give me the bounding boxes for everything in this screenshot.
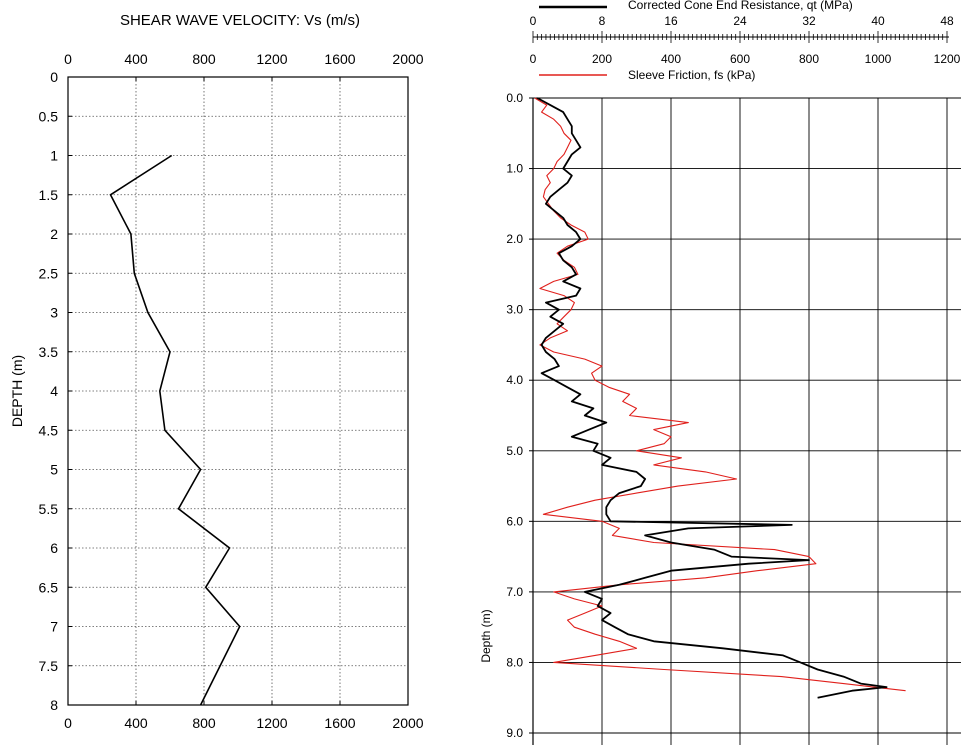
left-y-tick-label: 3.5 — [39, 344, 59, 360]
fs-axis-tick-label: 400 — [661, 52, 681, 66]
qt-axis-tick-label: 24 — [733, 14, 747, 28]
fs-profile-line — [534, 97, 906, 692]
right-y-tick-label: 6.0 — [506, 514, 523, 528]
left-series — [109, 154, 241, 706]
fs-axis-tick-label: 600 — [730, 52, 750, 66]
qt-axis-tick-label: 40 — [871, 14, 885, 28]
right-y-tick-label: 9.0 — [506, 726, 523, 740]
left-y-tick-label: 8 — [50, 697, 58, 713]
cpt-log-chart: Corrected Cone End Resistance, qt (MPa) … — [479, 0, 961, 745]
right-y-tick-label: 2.0 — [506, 232, 523, 246]
right-y-ticks: 0.0 1.0 2.0 3.0 4.0 5.0 6.0 7.0 8.0 9.0 — [506, 91, 533, 740]
qt-profile-line — [536, 97, 888, 699]
left-x-tick-label-top: 0 — [64, 51, 72, 67]
left-y-tick-label: 3 — [50, 305, 58, 321]
vs-profile-line — [109, 154, 241, 706]
fs-axis-tick-label: 1000 — [865, 52, 892, 66]
left-y-tick-label: 6 — [50, 540, 58, 556]
fs-axis-tick-label: 800 — [799, 52, 819, 66]
left-y-tick-label: 4 — [50, 383, 58, 399]
left-y-tick-label: 1.5 — [39, 187, 59, 203]
legend-label-qt: Corrected Cone End Resistance, qt (MPa) — [628, 0, 853, 12]
dual-axis-minor-ticks — [532, 31, 948, 43]
left-y-tick-label: 2.5 — [39, 265, 59, 281]
left-plot-frame — [67, 76, 409, 706]
left-grid — [68, 77, 408, 705]
left-y-tick-label: 0 — [50, 69, 58, 85]
left-y-ticks: 0 0.5 1 1.5 2 2.5 3 3.5 4 4.5 5 5.5 6 6.5 7 7.5 8 — [39, 69, 72, 713]
right-y-tick-label: 8.0 — [506, 655, 523, 669]
left-y-tick-label: 6.5 — [39, 579, 59, 595]
left-x-ticks-top: 0 400 800 1200 1600 2000 — [64, 51, 424, 81]
right-y-axis-label: Depth (m) — [479, 609, 493, 662]
left-x-tick-label-top: 1600 — [324, 51, 355, 67]
right-series — [534, 97, 906, 699]
left-y-tick-label: 5.5 — [39, 501, 59, 517]
right-y-tick-label: 5.0 — [506, 444, 523, 458]
left-x-tick-label-bottom: 1200 — [256, 715, 287, 731]
qt-axis-tick-label: 32 — [802, 14, 816, 28]
left-x-tick-label-bottom: 400 — [124, 715, 148, 731]
fs-axis-tick-labels: 0 200 400 600 800 1000 1200 — [530, 52, 961, 66]
legend-label-fs: Sleeve Friction, fs (kPa) — [628, 68, 755, 82]
left-y-axis-label: DEPTH (m) — [9, 355, 25, 427]
left-y-tick-label: 2 — [50, 226, 58, 242]
qt-axis-tick-label: 48 — [940, 14, 954, 28]
left-x-tick-label-top: 800 — [192, 51, 216, 67]
fs-axis-tick-label: 200 — [592, 52, 612, 66]
qt-axis-tick-label: 16 — [664, 14, 678, 28]
left-x-tick-label-bottom: 1600 — [324, 715, 355, 731]
qt-axis-tick-label: 0 — [530, 14, 537, 28]
fs-axis-tick-label: 0 — [530, 52, 537, 66]
right-y-tick-label: 4.0 — [506, 373, 523, 387]
left-y-tick-label: 5 — [50, 462, 58, 478]
left-x-tick-label-top: 2000 — [392, 51, 423, 67]
left-y-tick-label: 0.5 — [39, 108, 59, 124]
right-y-tick-label: 3.0 — [506, 303, 523, 317]
left-y-tick-label: 7.5 — [39, 658, 59, 674]
left-y-tick-label: 1 — [50, 148, 58, 164]
left-y-tick-label: 4.5 — [39, 422, 59, 438]
right-grid — [533, 97, 961, 745]
left-x-tick-label-top: 400 — [124, 51, 148, 67]
qt-axis-tick-labels: 0 8 16 24 32 40 48 — [530, 14, 954, 28]
right-y-tick-label: 7.0 — [506, 585, 523, 599]
right-y-tick-label: 1.0 — [506, 162, 523, 176]
left-x-tick-label-top: 1200 — [256, 51, 287, 67]
left-x-ticks-bottom: 0 400 800 1200 1600 2000 — [64, 701, 424, 731]
fs-axis-tick-label: 1200 — [934, 52, 961, 66]
shear-wave-velocity-chart: SHEAR WAVE VELOCITY: Vs (m/s) 0 400 800 120… — [9, 12, 424, 731]
left-x-tick-label-bottom: 2000 — [392, 715, 423, 731]
qt-axis-tick-label: 8 — [599, 14, 606, 28]
left-x-tick-label-bottom: 800 — [192, 715, 216, 731]
left-chart-title: SHEAR WAVE VELOCITY: Vs (m/s) — [120, 12, 360, 29]
right-y-tick-label: 0.0 — [506, 91, 523, 105]
left-y-tick-label: 7 — [50, 619, 58, 635]
left-x-tick-label-bottom: 0 — [64, 715, 72, 731]
